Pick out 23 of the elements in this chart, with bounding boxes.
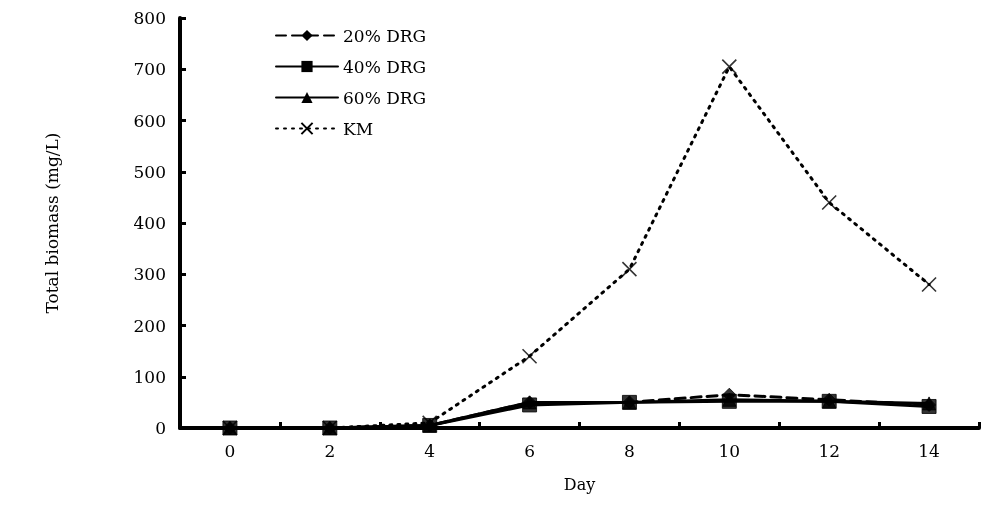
y-tick-label: 0: [155, 418, 166, 438]
y-tick-label: 100: [133, 366, 166, 387]
x-tick-label: 2: [324, 440, 336, 461]
y-tick-label: 400: [133, 213, 166, 233]
legend-label: 40% DRG: [343, 56, 427, 77]
y-tick-label: 600: [133, 110, 166, 131]
x-tick-label: 0: [224, 440, 236, 461]
x-tick-label: 4: [424, 440, 436, 461]
x-tick-label: 12: [818, 440, 841, 461]
legend-label: 20% DRG: [343, 25, 427, 46]
x-tick-label: 6: [524, 440, 535, 461]
x-tick-label: 8: [624, 440, 635, 461]
x-tick-label: 10: [718, 440, 741, 461]
x-tick-label: 14: [918, 440, 940, 461]
y-tick-label: 500: [133, 161, 166, 182]
y-tick-label: 700: [133, 59, 166, 80]
y-tick-label: 800: [133, 8, 166, 28]
x-axis-title: Day: [563, 474, 596, 494]
legend-label: 60% DRG: [343, 87, 427, 108]
legend-label: KM: [343, 118, 374, 139]
y-axis-title: Total biomass (mg/L): [41, 132, 62, 314]
y-tick-label: 300: [133, 264, 166, 285]
y-tick-label: 200: [133, 315, 166, 336]
